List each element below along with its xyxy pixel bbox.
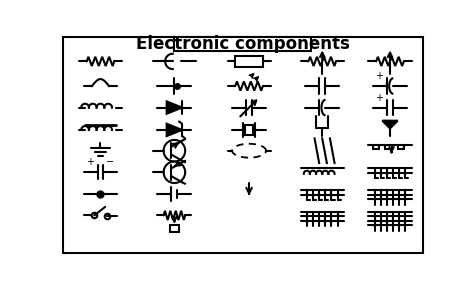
Bar <box>170 225 179 232</box>
Text: Electronic components: Electronic components <box>136 35 350 53</box>
Polygon shape <box>167 101 182 114</box>
Text: +: + <box>375 71 383 81</box>
Text: +: + <box>86 157 94 167</box>
Bar <box>235 56 263 67</box>
Polygon shape <box>167 124 182 136</box>
Text: +: + <box>375 93 383 102</box>
Bar <box>174 37 311 51</box>
Text: −: − <box>107 157 115 167</box>
Bar <box>245 125 253 135</box>
Polygon shape <box>383 121 398 128</box>
